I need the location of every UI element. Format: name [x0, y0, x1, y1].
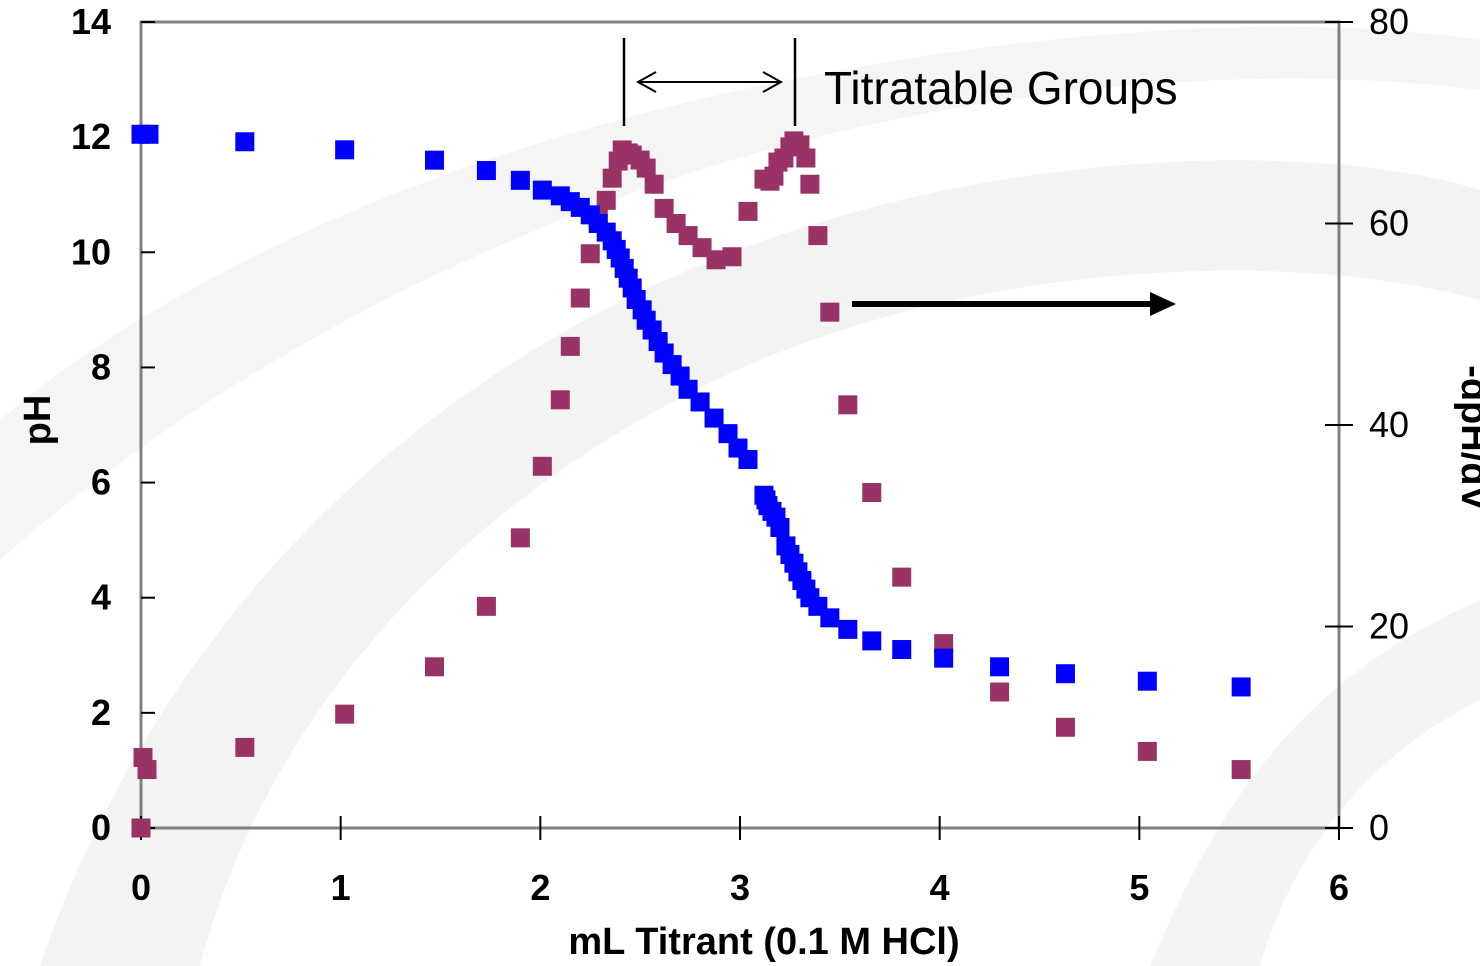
ph-data-point [718, 424, 738, 444]
dph-dv-data-point [580, 244, 600, 264]
dph-dv-data-point [636, 158, 656, 178]
right-y-axis-title: -dpH/dV [1453, 365, 1480, 511]
dph-dv-data-point [560, 336, 580, 356]
ph-data-point [862, 631, 882, 651]
ph-data-point [476, 161, 496, 181]
dph-dv-data-point [838, 395, 858, 415]
dph-dv-data-point [862, 483, 882, 503]
dph-dv-data-point [738, 201, 758, 221]
ph-data-point [1055, 664, 1075, 684]
left-y-tick-label: 0 [91, 807, 111, 848]
left-y-tick-label: 10 [71, 231, 111, 272]
dph-dv-data-point [602, 168, 622, 188]
dph-dv-data-point [934, 634, 954, 654]
dph-dv-data-point [644, 174, 664, 194]
ph-data-point [139, 124, 159, 144]
ph-data-point [335, 140, 355, 160]
dph-dv-data-point [892, 567, 912, 587]
ph-data-point [510, 170, 530, 190]
titratable-groups-annotation: Titratable Groups [622, 38, 1178, 126]
dph-dv-data-point [808, 226, 828, 246]
dph-dv-data-point [425, 657, 445, 677]
x-tick-label: 0 [131, 867, 151, 908]
dph-dv-data-point [796, 148, 816, 168]
ph-data-point [1231, 677, 1251, 697]
arrowhead-right [762, 71, 784, 93]
ph-data-point [934, 648, 954, 668]
dph-dv-data-point [1231, 760, 1251, 780]
dph-dv-data-point [654, 198, 674, 218]
dph-dv-data-point [137, 760, 157, 780]
right-y-tick-label: 40 [1369, 404, 1409, 445]
right-y-tick-label: 0 [1369, 807, 1389, 848]
ph-data-point [1137, 671, 1157, 691]
dph-dv-data-point [820, 302, 840, 322]
ph-data-point [892, 640, 912, 660]
dph-dv-data-point [706, 250, 726, 270]
ph-data-point [425, 150, 445, 170]
x-tick-label: 4 [930, 867, 950, 908]
arrowhead-left [635, 71, 657, 93]
background-decoration [0, 26, 1480, 966]
ph-data-point [838, 619, 858, 639]
ph-data-point [738, 450, 758, 470]
ph-data-point [704, 408, 724, 428]
ph-data-point [235, 132, 255, 152]
right-y-tick-label: 20 [1369, 606, 1409, 647]
dph-dv-data-point [596, 190, 616, 210]
left-y-axis-title: pH [17, 395, 59, 446]
right-y-axis-ticks: 0 20 40 60 80 [1325, 1, 1409, 848]
right-y-tick-label: 60 [1369, 203, 1409, 244]
x-tick-label: 2 [530, 867, 550, 908]
dph-dv-data-point [476, 596, 496, 616]
ph-data-point [990, 657, 1010, 677]
x-axis-title: mL Titrant (0.1 M HCl) [568, 921, 959, 963]
left-y-tick-label: 2 [91, 692, 111, 733]
dph-dv-data-point [510, 528, 530, 548]
left-y-tick-label: 8 [91, 346, 111, 387]
dph-dv-data-point [570, 288, 590, 308]
left-y-tick-label: 6 [91, 462, 111, 503]
series-ph [131, 124, 1251, 697]
dph-dv-data-point [1137, 741, 1157, 761]
ph-data-point [770, 517, 790, 537]
dph-dv-data-point [131, 818, 151, 838]
ph-data-point [820, 608, 840, 628]
series-dph-dv [131, 131, 1251, 838]
dph-dv-data-point [990, 682, 1010, 702]
dph-dv-data-point [550, 390, 570, 410]
dph-dv-data-point [532, 456, 552, 476]
right-axis-pointer-arrow [852, 292, 1176, 316]
ph-data-point [532, 180, 552, 200]
dph-dv-data-point [235, 737, 255, 757]
dph-dv-data-point [722, 247, 742, 267]
x-tick-label: 3 [730, 867, 750, 908]
x-tick-label: 1 [331, 867, 351, 908]
x-axis-ticks: 0 1 2 3 4 5 6 [131, 816, 1349, 908]
x-tick-label: 6 [1329, 867, 1349, 908]
dph-dv-data-point [335, 704, 355, 724]
dph-dv-data-point [1055, 717, 1075, 737]
dph-dv-data-point [800, 174, 820, 194]
left-y-tick-label: 12 [71, 116, 111, 157]
left-y-tick-label: 4 [91, 577, 111, 618]
ph-data-point [690, 392, 710, 412]
x-tick-label: 5 [1129, 867, 1149, 908]
annotation-label: Titratable Groups [824, 62, 1178, 114]
left-y-tick-label: 14 [71, 1, 111, 42]
right-y-tick-label: 80 [1369, 1, 1409, 42]
